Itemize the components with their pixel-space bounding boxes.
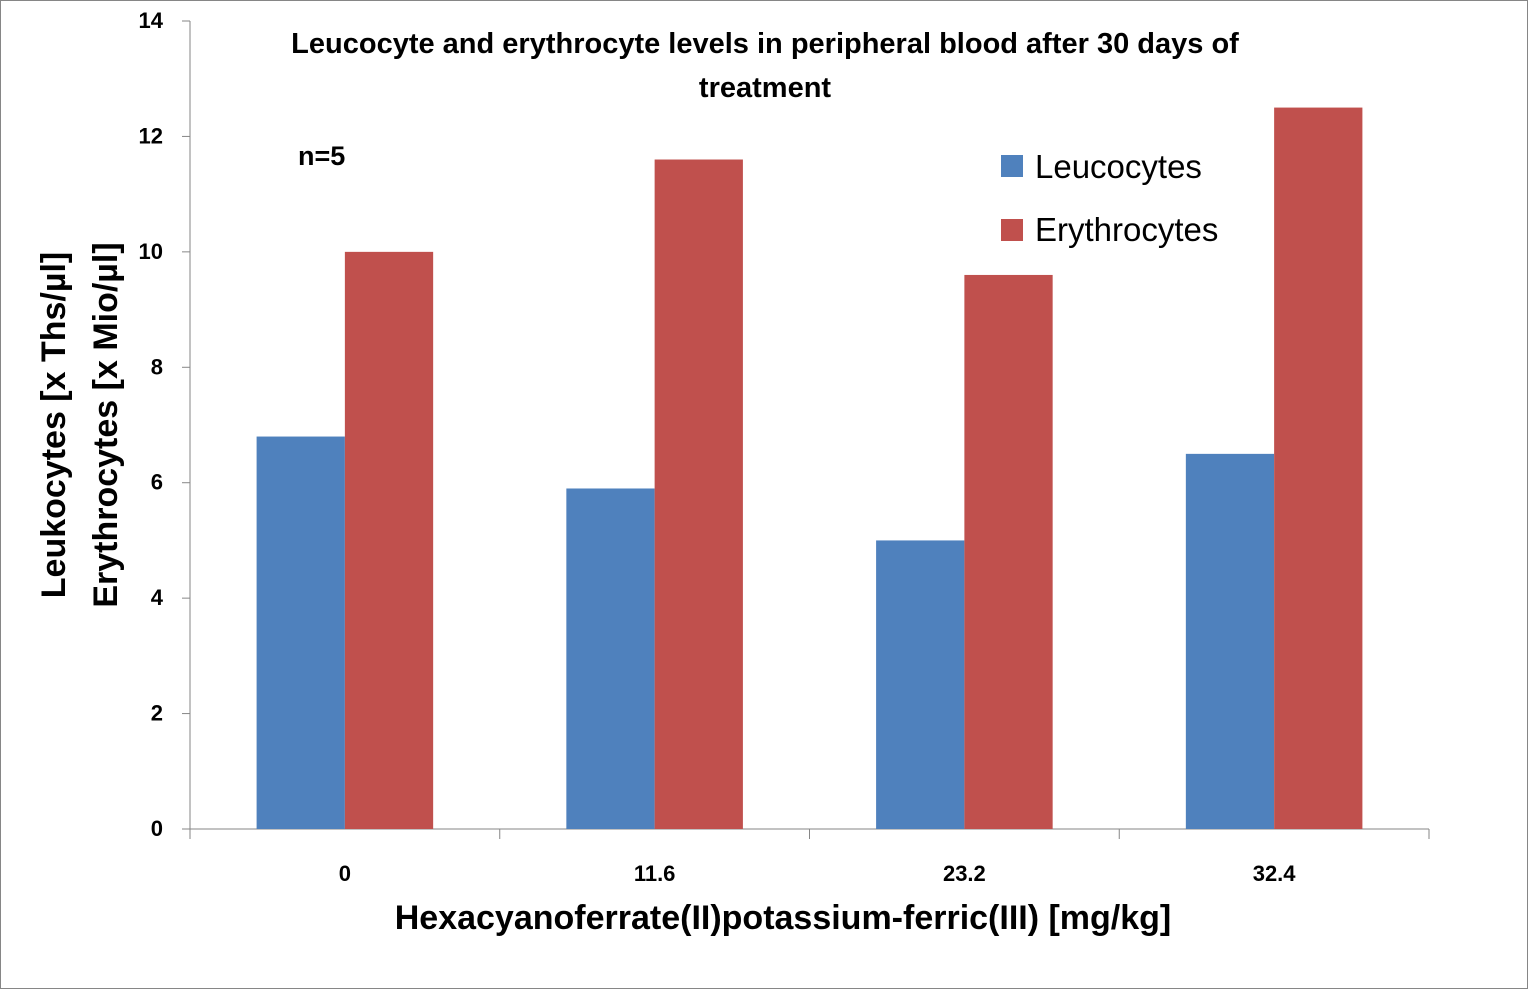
bar-leucocytes-0 bbox=[256, 436, 345, 829]
y-tick-label: 12 bbox=[139, 123, 163, 148]
y-tick-label: 2 bbox=[151, 701, 163, 726]
legend-label-erythrocytes: Erythrocytes bbox=[1035, 211, 1218, 248]
bar-leucocytes-11_6 bbox=[566, 488, 655, 829]
bar-erythrocytes-23_2 bbox=[964, 274, 1053, 829]
legend-label-leucocytes: Leucocytes bbox=[1035, 148, 1202, 185]
chart-title-line-1: Leucocyte and erythrocyte levels in peri… bbox=[291, 28, 1239, 60]
legend-swatch-erythrocytes bbox=[1001, 219, 1023, 241]
x-tick-label: 23.2 bbox=[943, 861, 986, 886]
bar-erythrocytes-32_4 bbox=[1274, 107, 1363, 830]
bar-leucocytes-23_2 bbox=[876, 540, 965, 829]
x-tick-label: 11.6 bbox=[634, 861, 676, 886]
chart-title: Leucocyte and erythrocyte levels in peri… bbox=[291, 28, 1239, 104]
y-axis: 0 2 4 6 8 10 12 14 bbox=[139, 8, 191, 841]
sample-size-annotation: n=5 bbox=[298, 141, 345, 171]
y-tick-label: 10 bbox=[139, 239, 163, 264]
bar-erythrocytes-0 bbox=[344, 251, 434, 829]
y-tick-label: 4 bbox=[151, 585, 164, 610]
y-tick-label: 6 bbox=[151, 470, 163, 495]
y-tick-label: 14 bbox=[139, 8, 164, 33]
bars bbox=[256, 107, 1363, 830]
y-axis-title-line-2: Erythrocytes [x Mio/µl] bbox=[87, 242, 125, 607]
y-axis-title-line-1: Leukocytes [x Ths/µl] bbox=[35, 252, 73, 598]
x-tick-label: 0 bbox=[339, 861, 351, 886]
x-axis-title: Hexacyanoferrate(II)potassium-ferric(III… bbox=[395, 899, 1172, 937]
bar-erythrocytes-11_6 bbox=[654, 159, 743, 829]
y-tick-label: 0 bbox=[151, 816, 163, 841]
y-tick-label: 8 bbox=[151, 354, 163, 379]
x-tick-label: 32.4 bbox=[1253, 861, 1297, 886]
legend: Leucocytes Erythrocytes bbox=[1001, 148, 1218, 248]
chart-title-line-2: treatment bbox=[699, 72, 831, 104]
legend-swatch-leucocytes bbox=[1001, 155, 1023, 177]
x-axis: 0 11.6 23.2 32.4 bbox=[189, 828, 1430, 886]
bar-leucocytes-32_4 bbox=[1185, 453, 1275, 829]
